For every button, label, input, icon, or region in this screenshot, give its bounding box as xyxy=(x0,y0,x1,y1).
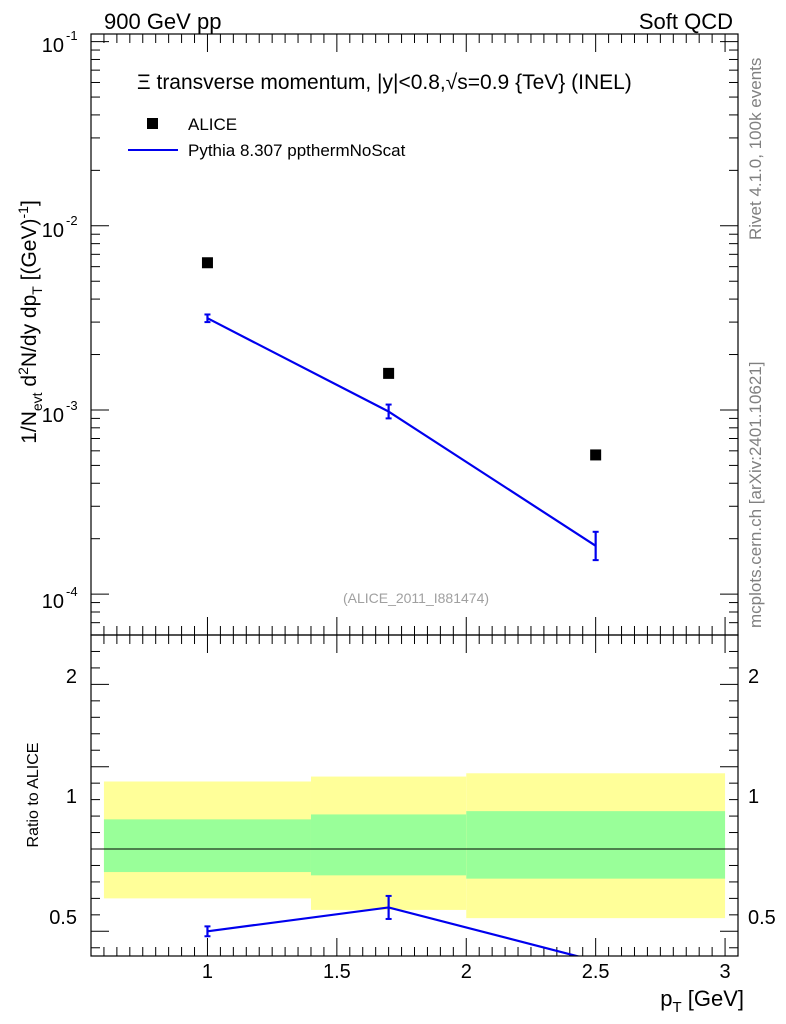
main-axis-ticks xyxy=(91,34,738,636)
main-series xyxy=(201,257,602,562)
ratio-bands xyxy=(103,773,726,919)
alice-data-point xyxy=(201,257,213,269)
ratio-y-tick-label-right-1: 1 xyxy=(748,786,759,808)
legend: ALICE Pythia 8.307 ppthermNoScat xyxy=(128,115,406,160)
main-panel: 10 -4 10 -3 10 -2 10 -1 1/Nevt d2N/dy dp… xyxy=(15,28,739,636)
y-tick-label-1e-3: 10 xyxy=(42,405,64,427)
main-y-axis-label: 1/Nevt d2N/dy dpT [(GeV)-1] xyxy=(15,200,45,444)
x-axis-label: pT [GeV] xyxy=(660,986,744,1016)
ratio-y-tick-label-right-2: 2 xyxy=(748,666,759,688)
svg-text:1/Nevt d2N/dy dpT [(GeV)-1]: 1/Nevt d2N/dy dpT [(GeV)-1] xyxy=(15,200,45,444)
alice-data-point xyxy=(590,449,602,461)
pythia-line xyxy=(206,317,597,547)
y-tick-exp-1e-4: -4 xyxy=(66,584,78,599)
legend-marker-alice xyxy=(147,118,158,129)
x-tick-label-1: 1 xyxy=(202,961,213,983)
analysis-label: (ALICE_2011_I881474) xyxy=(343,590,489,606)
mcplots-label: mcplots.cern.ch [arXiv:2401.10621] xyxy=(746,362,765,628)
ratio-plot-frame xyxy=(90,634,739,957)
y-tick-exp-1e-3: -3 xyxy=(66,398,78,413)
header-left: 900 GeV pp xyxy=(104,9,221,34)
y-tick-exp-1e-2: -2 xyxy=(66,213,78,228)
ratio-y-axis-label: Ratio to ALICE xyxy=(25,743,42,848)
x-tick-label-2.5: 2.5 xyxy=(582,961,610,983)
legend-label-pythia: Pythia 8.307 ppthermNoScat xyxy=(188,141,406,160)
ratio-y-tick-labels: 0.5 1 2 0.5 1 2 xyxy=(49,666,776,929)
legend-label-alice: ALICE xyxy=(188,115,237,134)
x-tick-labels: 1 1.5 2 2.5 3 xyxy=(202,961,731,983)
alice-data-point xyxy=(383,367,395,379)
ratio-axis-ticks xyxy=(91,635,738,956)
y-tick-label-1e-4: 10 xyxy=(42,591,64,613)
ratio-band-green xyxy=(103,819,311,873)
ratio-series xyxy=(204,894,581,956)
x-tick-label-1.5: 1.5 xyxy=(323,961,351,983)
x-tick-label-3: 3 xyxy=(719,961,730,983)
ratio-band-green xyxy=(466,811,726,879)
y-tick-label-1e-2: 10 xyxy=(42,220,64,242)
main-y-tick-labels: 10 -4 10 -3 10 -2 10 -1 xyxy=(42,28,78,613)
rivet-label: Rivet 4.1.0, 100k events xyxy=(746,58,765,240)
y-tick-label-1e-1: 10 xyxy=(42,35,64,57)
ratio-panel: 0.5 1 2 0.5 1 2 Ratio to ALICE 1 1.5 2 2… xyxy=(25,634,776,1016)
ratio-band-green xyxy=(310,814,467,876)
ratio-y-tick-label-2: 2 xyxy=(66,666,77,688)
ratio-y-tick-label-1: 1 xyxy=(66,786,77,808)
x-tick-label-2: 2 xyxy=(461,961,472,983)
header-right: Soft QCD xyxy=(639,9,733,34)
ratio-y-tick-label-right-0.5: 0.5 xyxy=(748,907,776,929)
chart-title: Ξ transverse momentum, |y|<0.8,√s=0.9 {T… xyxy=(137,71,632,94)
ratio-y-tick-label-0.5: 0.5 xyxy=(49,907,77,929)
y-tick-exp-1e-1: -1 xyxy=(66,28,78,43)
